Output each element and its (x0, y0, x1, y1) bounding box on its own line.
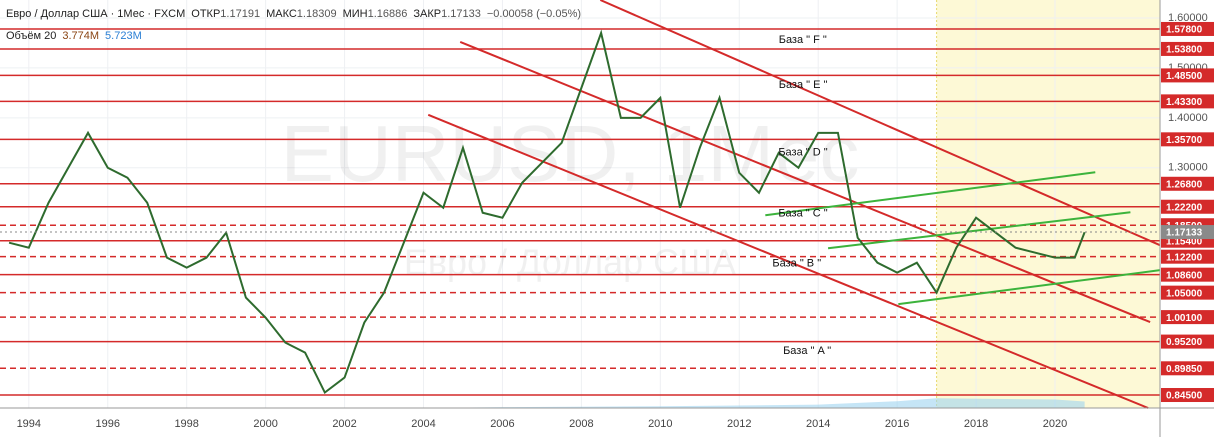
x-tick-label: 2010 (648, 418, 672, 430)
header-text: 1.17133 (441, 8, 481, 20)
trend-line (427, 113, 1149, 409)
level-label: 0.84500 (1166, 391, 1203, 402)
level-annotation: База " D " (778, 147, 827, 159)
level-label: 1.00100 (1166, 313, 1203, 324)
x-tick-label: 1994 (17, 418, 41, 430)
header: Евро / Доллар США · 1Мес · FXCM ОТКР1.171… (6, 8, 581, 20)
header-text: −0.00058 (−0.05%) (487, 8, 581, 20)
level-label: 1.53800 (1166, 45, 1203, 56)
level-label-box (1161, 334, 1214, 349)
header-text: 1.18309 (297, 8, 337, 20)
level-annotation: База " B " (772, 258, 821, 270)
level-label: 1.26800 (1166, 179, 1203, 190)
header-text: Евро / Доллар США · 1Мес · FXCM (6, 8, 185, 20)
x-tick-label: 2002 (332, 418, 356, 430)
volume-area (423, 398, 1085, 408)
x-tick-label: 1996 (96, 418, 120, 430)
x-tick-label: 2014 (806, 418, 830, 430)
header-text: ОТКР (191, 8, 220, 20)
trend-line (827, 211, 1131, 250)
level-label-box (1161, 249, 1214, 264)
header-text: 1.16886 (368, 8, 408, 20)
level-label: 1.08600 (1166, 270, 1203, 281)
watermark: Евро / Доллар США (404, 242, 736, 283)
level-label: 1.48500 (1166, 71, 1203, 82)
level-annotation: База " C " (778, 208, 827, 220)
level-label-box (1161, 285, 1214, 300)
x-tick-label: 1998 (174, 418, 198, 430)
x-tick-label: 2004 (411, 418, 435, 430)
level-label-box (1161, 267, 1214, 282)
level-label: 1.57800 (1166, 25, 1203, 36)
x-tick-label: 2008 (569, 418, 593, 430)
level-label-box (1161, 68, 1214, 83)
y-tick-label: 1.60000 (1168, 12, 1208, 24)
header-text: 1.17191 (220, 8, 260, 20)
level-label-box (1161, 21, 1214, 36)
level-label: 0.95200 (1166, 337, 1203, 348)
level-label-box (1161, 94, 1214, 109)
level-label: 1.43300 (1166, 97, 1203, 108)
trend-line (599, 0, 1161, 247)
volume-legend: Объём 20 3.774M 5.723M (6, 30, 142, 42)
header-text: 3.774M (62, 30, 99, 42)
level-label-box (1161, 41, 1214, 56)
x-tick-label: 2016 (885, 418, 909, 430)
header-text: МИН (343, 8, 368, 20)
x-tick-label: 2012 (727, 418, 751, 430)
level-label-box (1161, 176, 1214, 191)
level-label: 1.35700 (1166, 135, 1203, 146)
y-tick-label: 1.40000 (1168, 112, 1208, 124)
level-label: 0.89850 (1166, 364, 1203, 375)
trend-line (898, 269, 1161, 306)
level-annotation: База " F " (779, 34, 827, 46)
x-tick-label: 2018 (964, 418, 988, 430)
highlight-zone (936, 0, 1160, 408)
header-text: Объём 20 (6, 30, 56, 42)
level-label-box (1161, 388, 1214, 403)
level-label: 1.05000 (1166, 288, 1203, 299)
level-annotation: База " E " (779, 79, 828, 91)
header-text: МАКС (266, 8, 297, 20)
header-text: ЗАКР (413, 8, 441, 20)
level-label: 1.12200 (1166, 252, 1203, 263)
y-tick-label: 1.30000 (1168, 162, 1208, 174)
level-label-box (1161, 132, 1214, 147)
trend-line (765, 171, 1096, 217)
level-annotation: База " A " (783, 345, 831, 357)
x-tick-label: 2006 (490, 418, 514, 430)
x-tick-label: 2000 (253, 418, 277, 430)
price-line (8, 29, 1086, 395)
current-price-label: 1.17133 (1166, 228, 1203, 239)
level-label-box (1161, 310, 1214, 325)
level-label-box (1161, 199, 1214, 214)
level-label-box (1161, 361, 1214, 376)
x-tick-label: 2020 (1043, 418, 1067, 430)
trend-line (459, 41, 1151, 324)
header-text: 5.723M (105, 30, 142, 42)
level-label: 1.22200 (1166, 202, 1203, 213)
current-price-box (1161, 225, 1214, 240)
level-label: 1.15400 (1166, 236, 1203, 247)
